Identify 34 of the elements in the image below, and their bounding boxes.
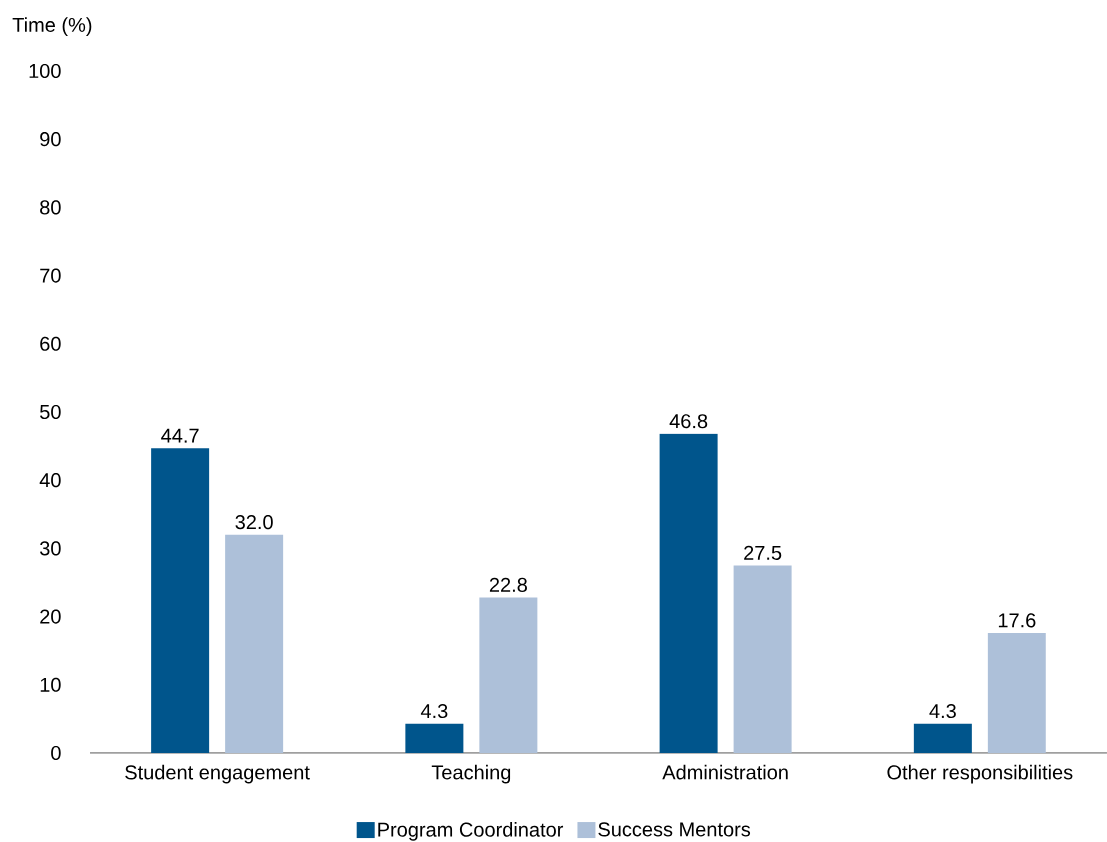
- bar: [987, 632, 1046, 753]
- data-label: 17.6: [998, 613, 1036, 628]
- y-axis-title: Time (%): [12, 17, 92, 36]
- x-tick-label: Teaching: [431, 764, 511, 784]
- y-tick-label: 70: [40, 268, 61, 283]
- y-tick-label: 40: [39, 473, 61, 488]
- data-label: 4.3: [929, 703, 956, 719]
- x-tick-label: Administration: [662, 764, 788, 780]
- data-label: 46.8: [669, 414, 708, 429]
- bar: [151, 448, 210, 753]
- y-tick-label: 30: [40, 541, 61, 556]
- x-tick-label: Other responsibilities: [887, 764, 1073, 784]
- y-tick-label: 80: [40, 200, 61, 215]
- legend-label: Success Mentors: [598, 822, 751, 837]
- legend-label: Program Coordinator: [378, 822, 564, 841]
- data-label: 4.3: [420, 703, 448, 719]
- data-label: 27.5: [744, 545, 782, 560]
- y-tick-label: 90: [40, 132, 61, 147]
- data-label: 22.8: [489, 577, 527, 592]
- bar: [733, 565, 792, 753]
- x-tick-label: Student engagement: [125, 764, 310, 784]
- bar: [659, 433, 718, 753]
- y-tick-label: 60: [40, 336, 61, 351]
- y-tick-label: 100: [29, 63, 61, 79]
- y-tick-label: 0: [51, 745, 61, 761]
- data-label: 44.7: [161, 428, 199, 443]
- y-tick-label: 20: [40, 609, 61, 624]
- data-label: 32.0: [235, 515, 273, 530]
- bar: [225, 534, 284, 753]
- bar: [913, 723, 972, 753]
- y-tick-label: 10: [40, 677, 61, 692]
- y-tick-label: 50: [40, 404, 61, 420]
- bar: [479, 597, 538, 753]
- bar: [405, 723, 464, 753]
